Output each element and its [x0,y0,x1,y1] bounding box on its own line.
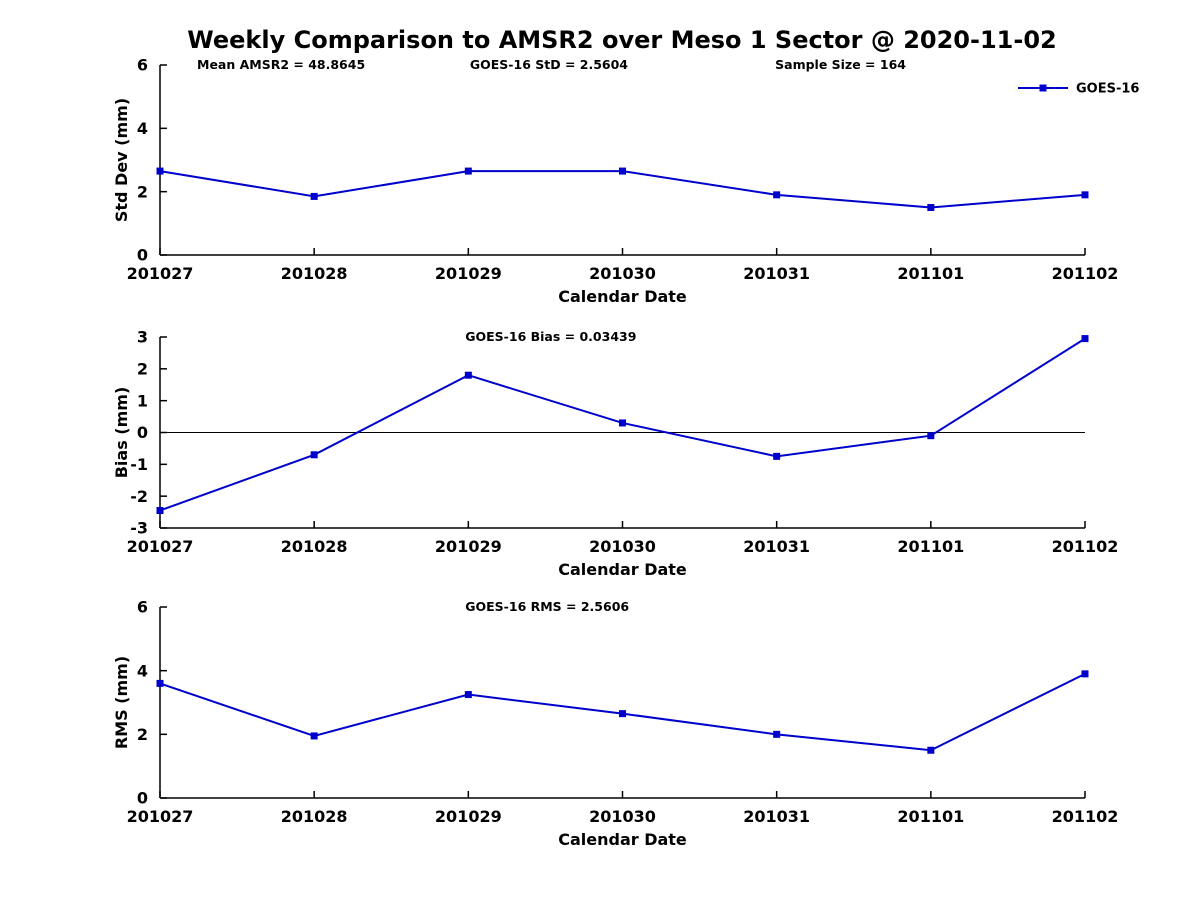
y-tick-label: 4 [137,119,148,138]
x-axis-label: Calendar Date [558,830,687,849]
x-tick-label: 201028 [281,807,348,826]
x-tick-label: 201030 [589,264,656,283]
y-tick-label: 2 [137,182,148,201]
x-tick-label: 201101 [897,807,964,826]
data-point-marker [619,419,626,427]
annotation-text: Mean AMSR2 = 48.8645 [197,57,365,72]
figure-title: Weekly Comparison to AMSR2 over Meso 1 S… [187,26,1056,54]
data-point-marker [773,191,781,199]
x-tick-label: 201102 [1052,807,1119,826]
data-point-marker [619,710,626,718]
x-tick-label: 201030 [589,537,656,556]
data-point-marker [1081,191,1089,199]
x-axis-label: Calendar Date [558,560,687,579]
x-tick-label: 201102 [1052,264,1119,283]
data-point-marker [773,730,781,738]
subplots-group: 0 2 4 6 201027 201028 201029 201030 201031 201101… [112,56,1139,849]
y-tick-label: 1 [137,391,148,410]
x-tick-label: 201027 [127,807,194,826]
data-point-marker [310,192,318,200]
x-tick-label: 201030 [589,807,656,826]
data-point-marker [927,432,935,440]
x-tick-label: 201029 [435,807,502,826]
y-tick-label: 6 [137,598,148,617]
data-point-marker [1081,670,1089,678]
data-point-marker [156,679,164,687]
x-tick-label: 201029 [435,264,502,283]
y-tick-label: -2 [130,487,148,506]
annotation-text: GOES-16 Bias = 0.03439 [465,329,636,344]
y-tick-label: 3 [137,328,148,347]
data-point-marker [156,167,164,175]
data-point-marker [464,371,472,379]
y-tick-label: 0 [137,423,148,442]
y-tick-label: 2 [137,725,148,744]
data-point-marker [927,204,935,211]
y-tick-label: 6 [137,56,148,75]
x-tick-label: 201031 [743,537,810,556]
y-tick-label: 0 [137,789,148,808]
y-tick-label: 0 [137,246,148,265]
data-point-marker [310,732,318,740]
y-tick-label: 4 [137,661,148,680]
data-point-marker [927,746,935,754]
legend-label: GOES-16 [1076,82,1139,97]
annotation-text: Sample Size = 164 [775,57,906,72]
data-point-marker [310,451,318,459]
subplot-rms: 0 2 4 6 201027 201028 201029 201030 201031 201101… [112,598,1118,849]
y-axis-label: Std Dev (mm) [112,98,131,222]
x-tick-label: 201031 [743,807,810,826]
y-axis-label: RMS (mm) [112,656,131,749]
annotation-text: GOES-16 RMS = 2.5606 [465,599,629,614]
x-tick-label: 201028 [281,264,348,283]
x-tick-label: 201029 [435,537,502,556]
x-tick-label: 201031 [743,264,810,283]
x-tick-label: 201027 [127,537,194,556]
data-point-marker [773,452,781,460]
x-tick-label: 201101 [897,537,964,556]
legend-marker [1039,84,1047,92]
data-point-marker [464,691,472,699]
y-tick-label: -1 [130,455,148,474]
y-axis-label: Bias (mm) [112,387,131,479]
data-point-marker [1081,335,1089,343]
y-tick-label: -3 [130,519,148,538]
legend: GOES-16 [1018,82,1139,97]
y-tick-label: 2 [137,359,148,378]
x-axis-label: Calendar Date [558,287,687,306]
data-point-marker [156,506,164,514]
subplot-std: 0 2 4 6 201027 201028 201029 201030 201031 201101… [112,56,1139,306]
x-tick-label: 201028 [281,537,348,556]
data-point-marker [619,167,626,175]
annotation-text: GOES-16 StD = 2.5604 [470,57,628,72]
data-point-marker [464,167,472,175]
x-tick-label: 201101 [897,264,964,283]
x-tick-label: 201027 [127,264,194,283]
series-line [159,170,1086,209]
x-tick-label: 201102 [1052,537,1119,556]
subplot-bias: -3 -2 -1 0 1 2 3 201027 201028 201029 201030 201031… [112,328,1118,579]
